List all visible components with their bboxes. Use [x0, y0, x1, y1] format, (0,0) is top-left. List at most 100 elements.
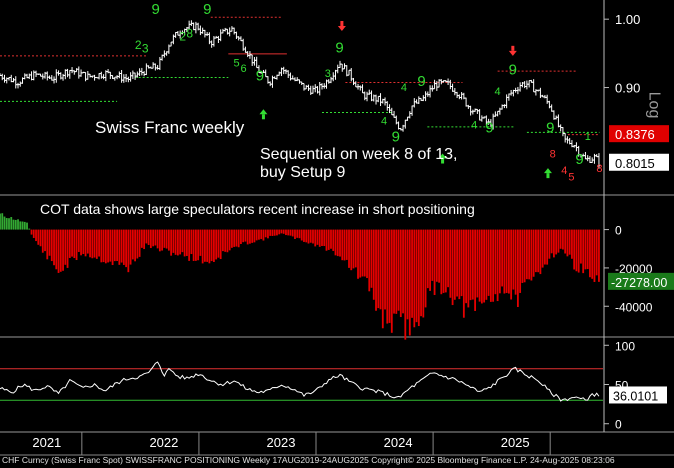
- price-bar: [563, 132, 567, 143]
- cot-bar: [3, 216, 6, 230]
- price-bar: [385, 101, 389, 111]
- cot-bar: [86, 229, 89, 254]
- cot-bar: [460, 229, 463, 297]
- cot-bar: [381, 229, 384, 329]
- price-bar: [331, 72, 335, 82]
- price-bar: [376, 95, 380, 103]
- price-bar: [135, 71, 139, 78]
- cot-bar: [125, 229, 127, 268]
- cot-bar: [68, 229, 71, 258]
- price-bar: [219, 29, 223, 42]
- price-bar: [545, 94, 549, 104]
- cot-bar: [204, 229, 206, 262]
- cot-bar: [183, 229, 186, 257]
- cot-bar: [361, 229, 364, 277]
- cot-bar: [188, 229, 191, 261]
- cot-bar: [303, 229, 305, 242]
- cot-bar: [14, 219, 17, 230]
- price-bar: [556, 114, 560, 128]
- cot-bar: [352, 229, 355, 269]
- year-label: 2024: [384, 435, 413, 450]
- price-bar: [27, 73, 31, 79]
- price-bar: [352, 77, 356, 86]
- cot-bar: [41, 229, 44, 253]
- cot-bar: [267, 229, 269, 239]
- cot-bar: [249, 229, 251, 244]
- cot-bar: [589, 229, 591, 278]
- cot-bar: [235, 229, 238, 247]
- td-count-label: 9: [546, 119, 554, 136]
- price-bar: [61, 73, 65, 81]
- price-bar: [18, 81, 22, 87]
- td-count-label: 9: [575, 151, 583, 168]
- cot-bar: [66, 229, 69, 268]
- cot-bar: [165, 229, 168, 249]
- cot-bar: [210, 229, 213, 262]
- cot-bar: [118, 229, 121, 265]
- sell-arrow-icon: [508, 45, 517, 56]
- cot-bar: [32, 229, 35, 238]
- cot-bar: [523, 229, 526, 283]
- cot-bar: [8, 218, 10, 230]
- cot-bar: [316, 229, 319, 245]
- cot-bar: [269, 229, 272, 236]
- price-bar: [115, 75, 119, 80]
- cot-bar: [544, 229, 546, 265]
- cot-bar: [469, 229, 472, 301]
- price-bar: [117, 71, 121, 79]
- cot-bar: [408, 229, 411, 336]
- cot-bar: [366, 229, 368, 279]
- cot-bar: [282, 229, 285, 234]
- cot-bar: [167, 229, 170, 251]
- cot-bar: [154, 229, 157, 246]
- cot-bar: [287, 229, 290, 236]
- price-bar: [347, 69, 351, 76]
- td-count-label: 8: [596, 163, 602, 175]
- cot-bar: [546, 229, 549, 265]
- cot-bar: [17, 219, 19, 230]
- price-bar: [250, 54, 254, 67]
- cot-bar: [158, 229, 161, 252]
- cot-note: COT data shows large speculators recent …: [40, 201, 475, 217]
- price-bar: [228, 27, 232, 37]
- cot-bar: [334, 229, 337, 256]
- cot-bar: [197, 229, 200, 261]
- cot-bar: [1, 213, 4, 230]
- td-count-label: 9: [392, 129, 400, 146]
- cot-bar: [264, 229, 267, 238]
- price-bar: [88, 73, 92, 78]
- cot-bar: [424, 229, 427, 308]
- price-bar: [428, 85, 432, 98]
- cot-bar: [510, 229, 513, 300]
- cot-bar: [420, 229, 422, 317]
- cot-bar: [122, 229, 125, 265]
- cot-bar: [71, 229, 73, 257]
- cot-bar: [143, 229, 146, 250]
- td-count-label: 2: [135, 38, 142, 52]
- cot-bar: [285, 229, 287, 236]
- cot-bar: [566, 229, 569, 257]
- price-bar: [138, 68, 142, 76]
- cot-bar: [573, 229, 576, 270]
- price-bar: [464, 97, 468, 107]
- cot-bar: [501, 229, 504, 287]
- td-count-label: 3: [325, 68, 331, 80]
- price-bar: [480, 115, 484, 122]
- price-bar: [455, 91, 459, 99]
- cot-bar: [19, 221, 22, 230]
- badge-value: 36.0101: [613, 389, 658, 403]
- cot-bar: [386, 229, 389, 324]
- price-bar: [318, 81, 322, 96]
- price-bar: [523, 81, 527, 89]
- cot-bar: [368, 229, 371, 292]
- price-bar: [129, 72, 133, 82]
- cot-bar: [399, 229, 402, 318]
- price-bar: [221, 28, 225, 34]
- cot-bar: [50, 229, 53, 262]
- cot-bar: [57, 229, 60, 273]
- year-label: 2022: [149, 435, 178, 450]
- price-bar: [225, 28, 229, 35]
- price-bar: [142, 71, 146, 77]
- cot-bar: [59, 229, 62, 272]
- price-bar: [232, 27, 236, 35]
